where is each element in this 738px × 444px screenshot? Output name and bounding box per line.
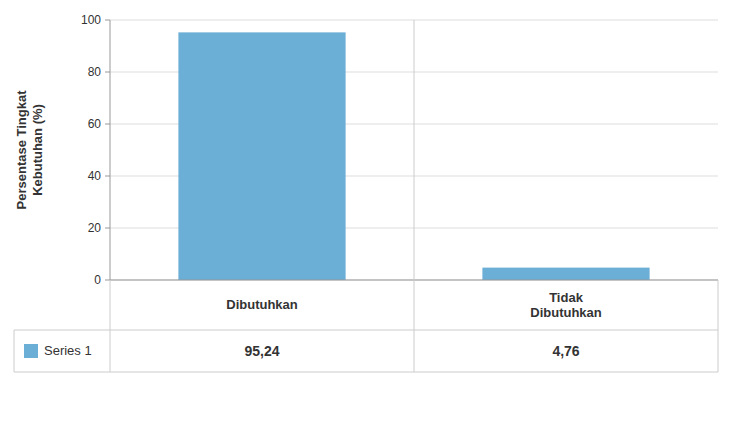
table-line [14,372,718,373]
tick-label: 0 [94,273,101,287]
tick-mark [105,72,110,73]
y-axis-label: Persentase TingkatKebutuhan (%) [14,90,45,210]
y-axis-label-line: Kebutuhan (%) [30,104,45,196]
tick-mark [105,176,110,177]
tick-label: 60 [88,117,102,131]
table-line [14,330,15,372]
y-axis-label-line: Persentase Tingkat [14,90,29,210]
tick-label: 40 [88,169,102,183]
tick-label: 20 [88,221,102,235]
bar [482,268,649,280]
tick-mark [105,228,110,229]
category-label: Dibutuhkan [226,297,298,312]
tick-mark [105,124,110,125]
table-line [110,280,111,372]
table-line [718,280,719,372]
chart-svg: 020406080100DibutuhkanTidakDibutuhkanSer… [0,0,738,444]
category-label-line: Dibutuhkan [530,305,602,320]
bar [178,32,345,280]
tick-mark [105,280,110,281]
data-label: 4,76 [552,343,579,359]
legend-swatch [24,344,38,358]
category-divider [414,20,415,372]
data-label: 95,24 [244,343,279,359]
tick-mark [105,20,110,21]
table-line [14,330,718,331]
category-label-line: Tidak [549,290,583,305]
category-label-line: Dibutuhkan [226,297,298,312]
tick-label: 80 [88,65,102,79]
chart-container: 020406080100DibutuhkanTidakDibutuhkanSer… [0,0,738,444]
tick-label: 100 [81,13,101,27]
y-axis-line [110,20,111,280]
category-label: TidakDibutuhkan [530,290,602,320]
legend-label: Series 1 [44,343,92,358]
